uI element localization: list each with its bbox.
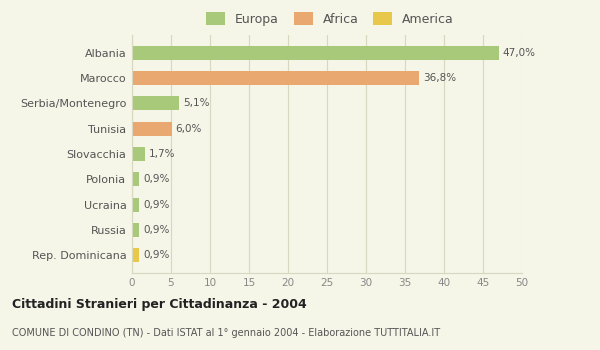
Bar <box>132 46 499 60</box>
Bar <box>132 223 139 237</box>
Text: 0,9%: 0,9% <box>143 225 169 235</box>
Text: 0,9%: 0,9% <box>143 199 169 210</box>
Bar <box>132 248 139 262</box>
Text: COMUNE DI CONDINO (TN) - Dati ISTAT al 1° gennaio 2004 - Elaborazione TUTTITALIA: COMUNE DI CONDINO (TN) - Dati ISTAT al 1… <box>12 328 440 338</box>
Text: 6,0%: 6,0% <box>176 124 202 134</box>
Bar <box>132 198 139 211</box>
Bar <box>132 71 419 85</box>
Bar <box>132 122 172 136</box>
Bar <box>132 97 179 110</box>
Bar <box>132 172 139 186</box>
Legend: Europa, Africa, America: Europa, Africa, America <box>203 10 457 28</box>
Text: 0,9%: 0,9% <box>143 174 169 184</box>
Text: Cittadini Stranieri per Cittadinanza - 2004: Cittadini Stranieri per Cittadinanza - 2… <box>12 298 307 311</box>
Text: 5,1%: 5,1% <box>182 98 209 108</box>
Text: 36,8%: 36,8% <box>423 73 456 83</box>
Bar <box>132 147 145 161</box>
Text: 0,9%: 0,9% <box>143 250 169 260</box>
Text: 47,0%: 47,0% <box>503 48 536 58</box>
Text: 1,7%: 1,7% <box>149 149 176 159</box>
